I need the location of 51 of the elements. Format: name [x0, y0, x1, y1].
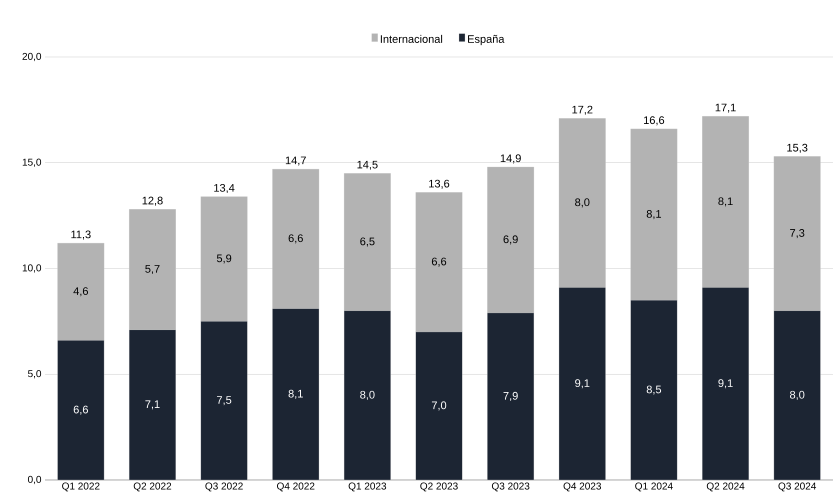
- data-label: 9,1: [718, 379, 733, 388]
- y-tick-label: 20,0: [22, 52, 42, 62]
- total-label: 14,5: [357, 160, 378, 170]
- x-tick-label: Q3 2023: [492, 482, 530, 492]
- y-tick-label: 0,0: [28, 476, 42, 484]
- total-label: 15,3: [787, 144, 808, 153]
- data-label: 6,5: [360, 238, 375, 247]
- data-label: 7,1: [145, 400, 160, 410]
- x-tick-label: Q2 2022: [134, 482, 172, 492]
- data-label: 5,9: [216, 254, 232, 264]
- data-label: 8,5: [646, 386, 662, 395]
- data-label: 7,5: [217, 396, 232, 406]
- data-label: 8,0: [360, 390, 375, 400]
- data-label: 8,1: [646, 210, 662, 220]
- x-tick-label: Q2 2023: [420, 482, 458, 492]
- data-label: 5,7: [145, 265, 160, 274]
- data-label: 8,0: [790, 390, 804, 400]
- data-label: 8,1: [288, 390, 303, 399]
- y-tick-label: 10,0: [22, 264, 42, 273]
- x-tick-label: Q4 2023: [564, 482, 602, 492]
- data-label: 6,6: [288, 234, 303, 244]
- total-label: 12,8: [142, 196, 163, 206]
- data-label: 6,6: [432, 258, 446, 267]
- total-label: 16,6: [644, 116, 664, 126]
- total-label: 13,4: [214, 184, 234, 194]
- total-label: 17,2: [572, 106, 592, 115]
- total-label: 14,9: [500, 154, 521, 164]
- legend-label: Internacional: [380, 34, 442, 43]
- data-label: 7,3: [790, 229, 804, 238]
- total-label: 11,3: [71, 230, 91, 240]
- x-tick-label: Q3 2024: [778, 482, 816, 492]
- data-label: 6,9: [504, 235, 518, 244]
- y-tick-label: 5,0: [28, 370, 42, 378]
- total-label: 17,1: [716, 104, 736, 113]
- data-label: 8,0: [575, 198, 590, 208]
- x-tick-label: Q2 2024: [706, 482, 744, 492]
- y-tick-label: 15,0: [22, 158, 42, 167]
- x-tick-label: Q1 2024: [635, 482, 673, 492]
- total-label: 14,7: [286, 156, 306, 166]
- legend-label: España: [468, 34, 504, 46]
- x-tick-label: Q3 2022: [205, 482, 243, 492]
- data-label: 7,0: [432, 401, 446, 411]
- x-tick-label: Q4 2022: [277, 482, 314, 492]
- data-label: 6,6: [74, 406, 88, 415]
- x-tick-label: Q1 2022: [62, 482, 100, 492]
- data-label: 7,9: [504, 392, 518, 401]
- x-tick-label: Q1 2023: [348, 482, 386, 492]
- data-label: 9,1: [575, 379, 590, 388]
- total-label: 13,6: [429, 180, 450, 189]
- data-label: 4,6: [73, 287, 88, 296]
- data-label: 8,1: [718, 197, 733, 206]
